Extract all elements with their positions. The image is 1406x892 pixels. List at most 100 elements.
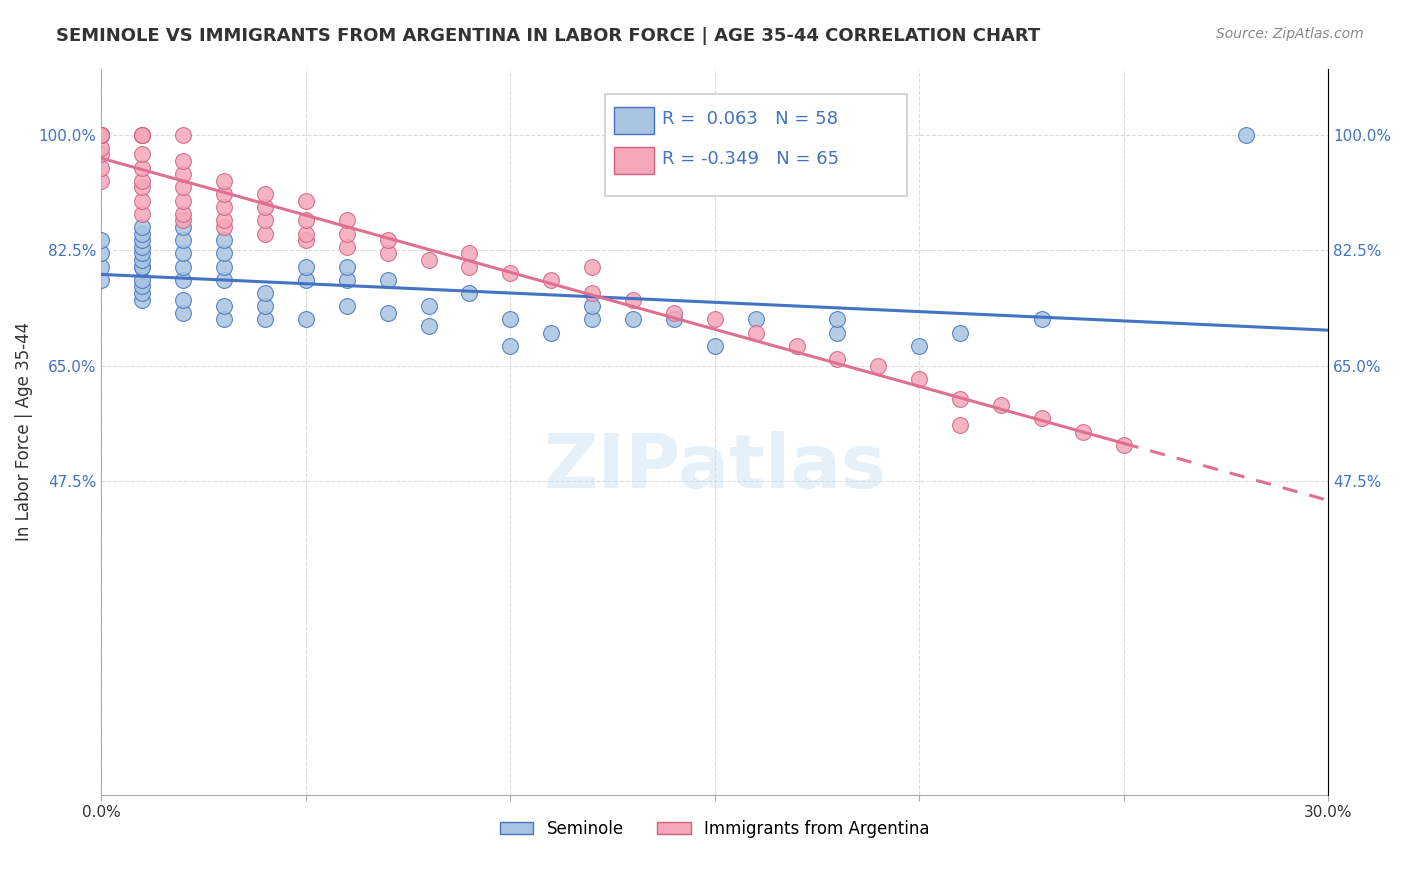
Point [581, 260, 603, 274]
Point [172, 219, 194, 234]
Point [131, 293, 153, 307]
Point [131, 194, 153, 208]
Point [621, 293, 644, 307]
Point [1071, 425, 1094, 439]
Point [90, 260, 112, 274]
Point [868, 359, 890, 373]
Point [131, 174, 153, 188]
Point [131, 161, 153, 175]
Point [172, 246, 194, 260]
Point [458, 285, 481, 300]
Point [212, 213, 235, 227]
Point [703, 339, 725, 353]
Point [295, 194, 318, 208]
Point [131, 207, 153, 221]
Point [336, 260, 359, 274]
Text: SEMINOLE VS IMMIGRANTS FROM ARGENTINA IN LABOR FORCE | AGE 35-44 CORRELATION CHA: SEMINOLE VS IMMIGRANTS FROM ARGENTINA IN… [56, 27, 1040, 45]
Point [827, 326, 849, 340]
Point [253, 227, 276, 241]
Point [131, 252, 153, 267]
Point [131, 279, 153, 293]
Point [418, 299, 440, 313]
Point [295, 227, 318, 241]
Point [418, 318, 440, 333]
Point [1112, 438, 1135, 452]
Point [540, 326, 562, 340]
Point [90, 233, 112, 247]
Point [295, 233, 318, 247]
Point [253, 213, 276, 227]
Point [212, 260, 235, 274]
Point [172, 180, 194, 194]
Point [131, 240, 153, 254]
Point [377, 306, 399, 320]
Point [499, 312, 522, 326]
Point [212, 219, 235, 234]
Point [499, 266, 522, 280]
Text: Source: ZipAtlas.com: Source: ZipAtlas.com [1216, 27, 1364, 41]
Point [212, 174, 235, 188]
Point [212, 186, 235, 201]
Point [131, 246, 153, 260]
Y-axis label: In Labor Force | Age 35-44: In Labor Force | Age 35-44 [15, 322, 32, 541]
Point [908, 372, 931, 386]
Point [253, 186, 276, 201]
Point [1031, 411, 1053, 425]
Point [295, 260, 318, 274]
Point [172, 306, 194, 320]
Point [90, 174, 112, 188]
Point [131, 180, 153, 194]
Point [90, 141, 112, 155]
Point [131, 260, 153, 274]
Point [172, 293, 194, 307]
Point [253, 200, 276, 214]
Point [295, 273, 318, 287]
Point [131, 273, 153, 287]
Point [621, 312, 644, 326]
Point [212, 246, 235, 260]
Point [418, 252, 440, 267]
Point [458, 246, 481, 260]
Point [172, 153, 194, 168]
Point [90, 246, 112, 260]
Point [662, 312, 685, 326]
Point [990, 398, 1012, 412]
Point [253, 299, 276, 313]
Point [703, 312, 725, 326]
Point [131, 128, 153, 142]
Point [949, 326, 972, 340]
Point [336, 299, 359, 313]
Point [295, 213, 318, 227]
Point [827, 312, 849, 326]
Point [90, 128, 112, 142]
Point [253, 285, 276, 300]
Point [90, 128, 112, 142]
Point [172, 213, 194, 227]
Point [90, 161, 112, 175]
Point [212, 312, 235, 326]
Point [90, 147, 112, 161]
Point [336, 240, 359, 254]
Point [253, 312, 276, 326]
Point [540, 273, 562, 287]
Point [336, 273, 359, 287]
Point [336, 213, 359, 227]
Point [131, 128, 153, 142]
Point [90, 128, 112, 142]
Point [581, 299, 603, 313]
Point [377, 273, 399, 287]
Point [90, 128, 112, 142]
Point [212, 233, 235, 247]
Point [131, 260, 153, 274]
Point [1031, 312, 1053, 326]
Point [212, 200, 235, 214]
Point [1234, 128, 1257, 142]
Text: ZIPatlas: ZIPatlas [544, 432, 886, 504]
Point [131, 219, 153, 234]
Point [949, 392, 972, 406]
Point [172, 260, 194, 274]
Point [90, 128, 112, 142]
Text: R = -0.349   N = 65: R = -0.349 N = 65 [662, 150, 839, 168]
Point [131, 227, 153, 241]
Point [499, 339, 522, 353]
